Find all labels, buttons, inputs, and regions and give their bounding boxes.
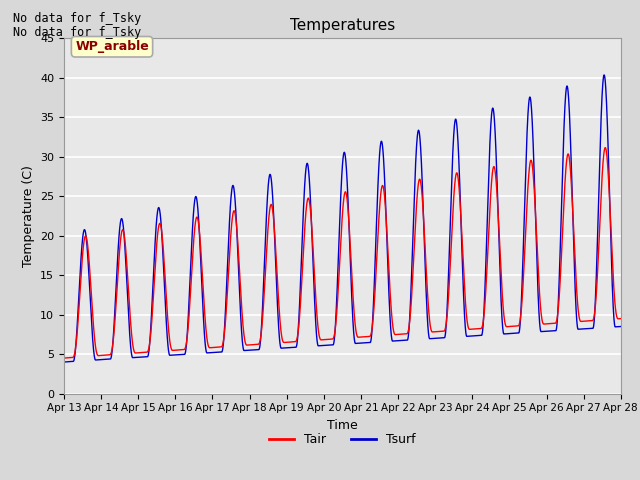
Tsurf (60, 359, 68, 365)
Tsurf (617, 324, 625, 329)
Line: Tair: Tair (64, 148, 621, 358)
Tsurf (600, 72, 608, 78)
Text: WP_arable: WP_arable (75, 40, 149, 53)
Tair (274, 279, 282, 285)
Tair (617, 316, 625, 322)
Text: No data for f_Tsky: No data for f_Tsky (13, 26, 141, 39)
Line: Tsurf: Tsurf (64, 75, 621, 362)
Tsurf (546, 328, 554, 334)
X-axis label: Time: Time (327, 419, 358, 432)
Tair (298, 281, 305, 287)
Text: No data for f_Tsky: No data for f_Tsky (13, 12, 141, 25)
Tair (157, 222, 164, 228)
Tair (602, 145, 609, 151)
Tsurf (124, 292, 131, 298)
Tair (606, 206, 614, 212)
Tsurf (157, 215, 164, 220)
Y-axis label: Temperature (C): Temperature (C) (22, 165, 35, 267)
Legend: Tair, Tsurf: Tair, Tsurf (264, 428, 420, 451)
Tsurf (274, 303, 282, 309)
Tair (60, 355, 68, 361)
Tair (124, 272, 131, 277)
Title: Temperatures: Temperatures (290, 18, 395, 33)
Tsurf (298, 251, 305, 257)
Tsurf (606, 210, 614, 216)
Tair (546, 321, 554, 326)
